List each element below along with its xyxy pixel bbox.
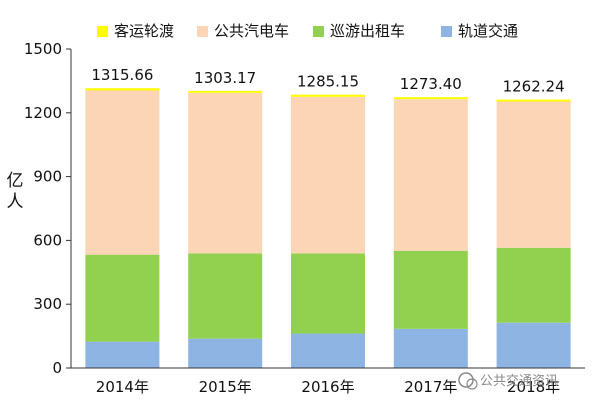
bar-segment-1: [188, 338, 263, 368]
y-axis-label-char: 亿: [7, 171, 24, 191]
watermark-text: 公共交通资讯: [480, 373, 558, 389]
bar-segment-1: [393, 328, 468, 368]
legend-swatch: [97, 26, 108, 37]
y-tick-label: 1200: [24, 104, 62, 122]
bar-segment-2: [85, 254, 160, 342]
bar-segment-3: [393, 99, 468, 251]
x-tick-label: 2015年: [199, 378, 252, 396]
y-tick-label: 600: [33, 231, 62, 249]
bar-segment-1: [85, 341, 160, 368]
x-tick-label: 2016年: [301, 378, 354, 396]
bar-segment-2: [291, 253, 365, 334]
bar-segment-4: [188, 90, 263, 93]
wechat-icon-bubble: [466, 378, 478, 390]
legend-label: 公共汽电车: [214, 22, 289, 40]
y-tick-label: 1500: [24, 40, 62, 58]
legend-swatch: [197, 26, 208, 37]
y-tick-label: 900: [33, 168, 62, 186]
bar-segment-1: [291, 333, 365, 368]
x-tick-label: 2018年: [507, 378, 560, 396]
bar-segment-4: [291, 94, 365, 97]
y-axis-label: 亿人: [7, 171, 24, 212]
total-label: 1273.40: [400, 75, 462, 93]
bar-segment-4: [393, 97, 468, 100]
bar-segment-3: [291, 96, 365, 254]
bar-segment-4: [496, 99, 571, 102]
bars: [85, 88, 571, 368]
wechat-icon: [458, 372, 474, 388]
total-label: 1285.15: [297, 73, 359, 91]
y-axis-label-char: 人: [7, 192, 24, 212]
legend-swatch: [441, 26, 452, 37]
y-tick-label: 300: [33, 295, 62, 313]
legend: 客运轮渡 公共汽电车 巡游出租车 轨道交通: [97, 22, 518, 40]
watermark: 公共交通资讯: [458, 372, 558, 390]
legend-label: 轨道交通: [458, 22, 518, 40]
bar-segment-4: [85, 88, 160, 91]
total-label: 1262.24: [503, 78, 565, 96]
legend-label: 客运轮渡: [114, 22, 174, 40]
legend-label: 巡游出租车: [330, 22, 405, 40]
bar-segment-2: [393, 250, 468, 329]
bar-segment-2: [496, 247, 571, 323]
legend-swatch: [313, 26, 324, 37]
bar-segment-3: [85, 90, 160, 255]
y-axis: 0 300 600 900 1200 1500: [24, 40, 72, 377]
total-label: 1315.66: [91, 66, 153, 84]
bar-segment-1: [496, 322, 571, 368]
bar-segment-3: [188, 92, 263, 254]
total-labels: 1315.66 1303.17 1285.15 1273.40 1262.24: [91, 66, 564, 95]
x-tick-label: 2017年: [404, 378, 457, 396]
bar-segment-3: [496, 101, 571, 248]
x-axis: 2014年 2015年 2016年 2017年 2018年: [71, 367, 585, 396]
total-label: 1303.17: [194, 69, 256, 87]
x-tick-label: 2014年: [96, 378, 149, 396]
y-tick-label: 0: [52, 359, 62, 377]
bar-segment-2: [188, 253, 263, 339]
